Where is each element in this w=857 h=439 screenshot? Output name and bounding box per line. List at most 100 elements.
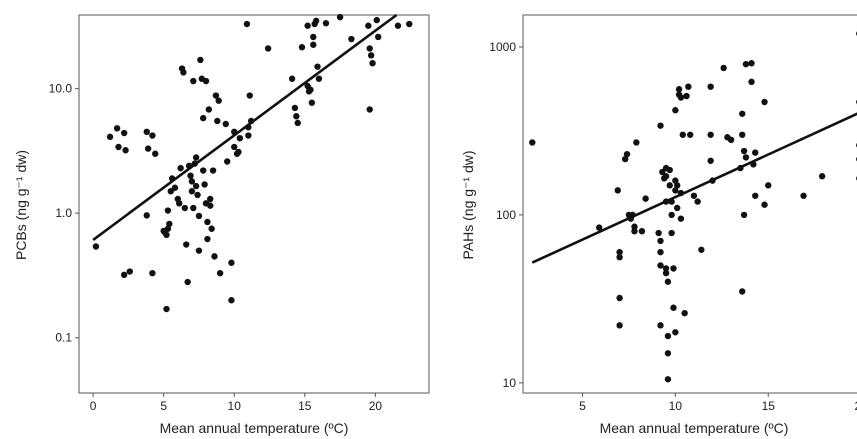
pcbs-data-point <box>373 16 380 24</box>
pahs-data-point <box>666 166 673 174</box>
panel-pcbs: 0 5 10 15 20 0.1 1.0 10.0 Mean annual temperat… <box>13 13 430 436</box>
pcbs-x-tick-label: 0 <box>90 399 97 413</box>
pcbs-data-point <box>180 69 187 76</box>
pcbs-data-point <box>166 220 173 228</box>
pahs-data-point <box>662 173 670 180</box>
pcbs-data-point <box>209 167 217 174</box>
pcbs-x-tick-label: 15 <box>298 399 312 413</box>
pcbs-x-ticks: 0 5 10 15 20 <box>90 393 382 413</box>
pahs-y-axis-label: PAHs (ng g⁻¹ dw) <box>460 150 476 259</box>
pcbs-data-point <box>199 114 207 122</box>
pahs-data-point <box>698 246 705 253</box>
pahs-data-point <box>655 229 662 237</box>
pahs-data-point <box>818 173 826 180</box>
pahs-data-point <box>707 157 714 164</box>
pahs-y-tick-label: 100 <box>496 208 516 222</box>
pahs-data-point <box>739 288 746 295</box>
pahs-data-point <box>616 248 623 256</box>
pahs-data-point <box>742 154 750 161</box>
pcbs-data-point <box>143 212 150 219</box>
pahs-x-ticks: 5 10 15 20 <box>579 393 857 413</box>
pcbs-data-point <box>208 225 215 232</box>
pcbs-data-point <box>293 113 300 120</box>
pahs-x-tick-label: 5 <box>579 399 586 413</box>
pahs-x-tick-label: 10 <box>669 399 683 413</box>
pahs-data-point <box>761 201 768 208</box>
pcbs-data-point <box>322 20 330 27</box>
pcbs-data-point <box>366 45 373 52</box>
pcbs-data-point <box>291 104 299 112</box>
pahs-data-point <box>623 150 631 158</box>
pahs-data-point <box>529 139 536 146</box>
pcbs-trend-line <box>92 13 398 241</box>
pcbs-data-point <box>194 191 201 199</box>
pahs-data-point <box>687 131 694 138</box>
pcbs-data-point <box>245 132 252 139</box>
pahs-data-point <box>681 309 688 317</box>
pahs-data-point <box>707 83 714 90</box>
pcbs-data-point <box>215 97 222 104</box>
pcbs-data-point <box>216 269 224 277</box>
pcbs-data-point <box>298 44 306 51</box>
pahs-data-point <box>664 278 672 285</box>
pcbs-data-point <box>192 182 200 190</box>
pcbs-data-point <box>188 178 196 185</box>
pahs-data-point <box>631 227 638 235</box>
pahs-trend-line <box>531 112 857 264</box>
pahs-data-point <box>664 376 672 383</box>
pcbs-data-point <box>149 132 156 139</box>
pcbs-data-point <box>167 188 174 195</box>
pahs-data-point <box>707 131 714 138</box>
pahs-data-point <box>740 211 748 219</box>
pcbs-data-point <box>246 92 253 99</box>
pahs-x-tick-label: 20 <box>854 399 857 413</box>
pahs-data-point <box>668 229 675 237</box>
pcbs-data-point <box>204 218 211 226</box>
pcbs-data-point <box>190 77 197 85</box>
pahs-data-point <box>742 60 750 68</box>
pahs-data-point <box>677 94 685 101</box>
pahs-data-point <box>740 147 748 155</box>
pcbs-data-point <box>336 13 344 21</box>
pahs-data-point <box>657 322 664 329</box>
pcbs-data-point <box>228 297 235 304</box>
pcbs-data-point <box>152 150 159 157</box>
pahs-data-point <box>685 83 692 90</box>
pahs-data-point <box>631 223 638 230</box>
pahs-data-point <box>595 224 603 231</box>
pcbs-data-point <box>315 75 323 82</box>
pcbs-data-point <box>181 204 189 212</box>
pcbs-data-point <box>235 148 242 156</box>
pcbs-data-point <box>366 106 373 113</box>
pcbs-data-point <box>188 188 196 195</box>
pahs-data-point <box>674 204 681 212</box>
pcbs-data-point <box>228 259 235 266</box>
pcbs-data-point <box>164 207 172 214</box>
pahs-data-point <box>657 122 664 129</box>
pcbs-data-point <box>348 35 355 43</box>
panel-pahs: 5 10 15 20 10 100 1000 Mean annual temperatur… <box>460 14 857 436</box>
pahs-data-point <box>672 329 679 336</box>
pahs-data-point <box>761 98 768 106</box>
pcbs-plot-frame <box>78 14 430 394</box>
pcbs-x-axis-label: Mean annual temperature (ºC) <box>160 420 349 436</box>
pcbs-data-point <box>176 200 183 207</box>
pcbs-x-tick-label: 5 <box>160 399 167 413</box>
pcbs-data-point <box>312 17 320 25</box>
pahs-data-point <box>670 304 677 311</box>
pcbs-data-point <box>223 158 231 165</box>
pahs-data-point <box>672 187 679 194</box>
pcbs-data-point <box>214 117 221 125</box>
pcbs-data-point <box>205 106 213 113</box>
pahs-y-tick-label: 10 <box>503 376 517 390</box>
pcbs-data-point <box>367 52 375 59</box>
pcbs-data-point <box>294 119 301 127</box>
pahs-data-point <box>662 269 670 277</box>
pcbs-y-tick-label: 10.0 <box>49 82 73 96</box>
pahs-x-axis-label: Mean annual temperature (ºC) <box>600 420 789 436</box>
pahs-data-point <box>739 131 746 138</box>
pahs-data-point <box>614 187 621 194</box>
pcbs-data-point <box>122 147 129 154</box>
pcbs-data-point <box>144 145 152 152</box>
